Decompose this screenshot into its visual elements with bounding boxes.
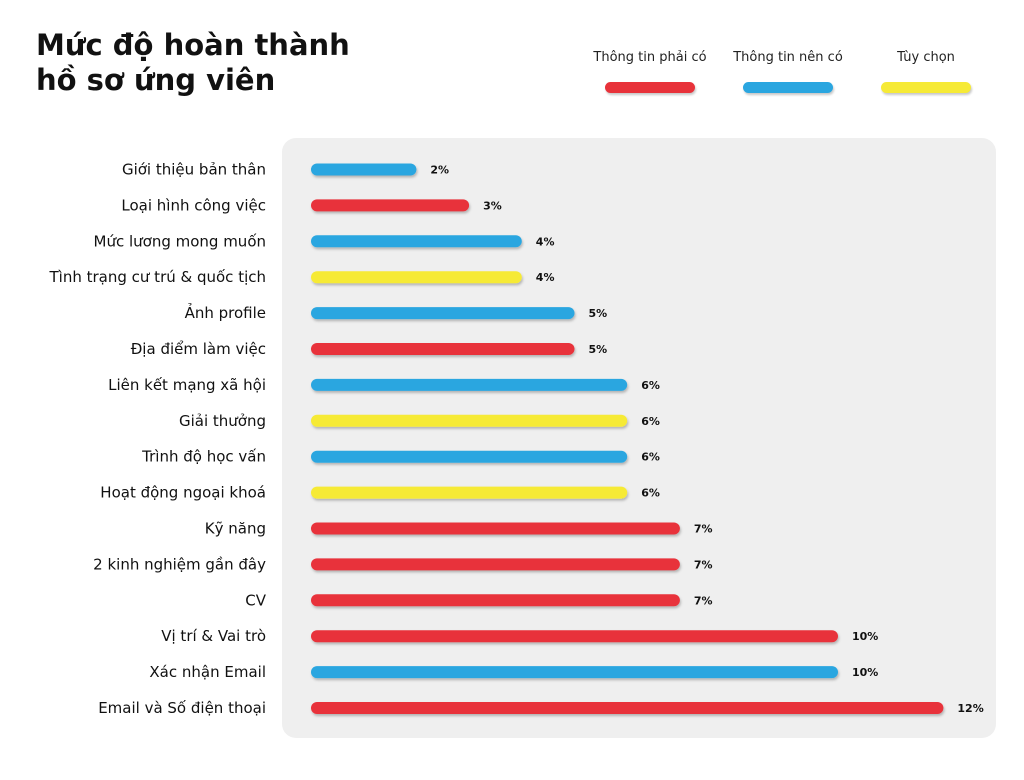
category-label: Loại hình công việc [121,196,266,214]
bar [311,702,944,714]
bar [311,199,470,212]
bar [311,378,628,391]
bar [311,450,628,463]
value-label: 3% [483,199,502,212]
legend-item-optional: Tùy chọn [856,50,996,93]
value-label: 5% [589,307,608,320]
legend-swatch-recommended [743,82,833,93]
category-label: Giới thiệu bản thân [122,161,266,179]
value-label: 10% [852,630,878,643]
value-label: 4% [536,235,555,248]
category-label: Địa điểm làm việc [131,340,266,358]
value-label: 6% [641,487,660,500]
chart-title: Mức độ hoàn thành hồ sơ ứng viên [36,28,350,97]
legend-label-recommended: Thông tin nên có [733,50,843,65]
bar [311,486,628,499]
bar [311,307,575,320]
value-label: 6% [641,379,660,392]
category-label: Giải thưởng [179,412,266,430]
bar [311,414,628,427]
category-label: Tình trạng cư trú & quốc tịch [49,268,266,286]
category-label: Ảnh profile [185,302,266,322]
legend-item-recommended: Thông tin nên có [718,50,858,93]
category-label: CV [245,591,266,609]
bar [311,594,680,607]
legend-item-required: Thông tin phải có [580,50,720,93]
bar [311,522,680,535]
legend-label-optional: Tùy chọn [897,50,955,65]
value-label: 6% [641,451,660,464]
value-label: 7% [694,594,713,607]
bar [311,558,680,571]
category-label: Email và Số điện thoại [98,699,266,717]
value-label: 6% [641,415,660,428]
value-label: 4% [536,271,555,284]
category-label: Xác nhận Email [149,663,266,681]
value-label: 5% [589,343,608,356]
value-label: 7% [694,558,713,571]
bar [311,163,417,176]
value-label: 7% [694,523,713,536]
category-label: Liên kết mạng xã hội [108,376,266,394]
bar [311,235,522,248]
bar [311,343,575,355]
value-label: 12% [957,702,983,715]
bar [311,630,838,643]
value-label: 10% [852,666,878,679]
category-label: Trình độ học vấn [141,448,266,466]
category-label: Vị trí & Vai trò [161,627,266,645]
category-label: Mức lương mong muốn [94,232,267,250]
value-label: 2% [430,164,449,177]
category-label: 2 kinh nghiệm gần đây [93,555,266,573]
legend-swatch-optional [881,82,971,93]
legend-swatch-required [605,82,695,93]
bar [311,271,522,284]
category-label: Kỹ năng [205,520,266,538]
bar [311,666,838,679]
category-label: Hoạt động ngoại khoá [100,484,266,502]
legend-label-required: Thông tin phải có [593,50,707,65]
